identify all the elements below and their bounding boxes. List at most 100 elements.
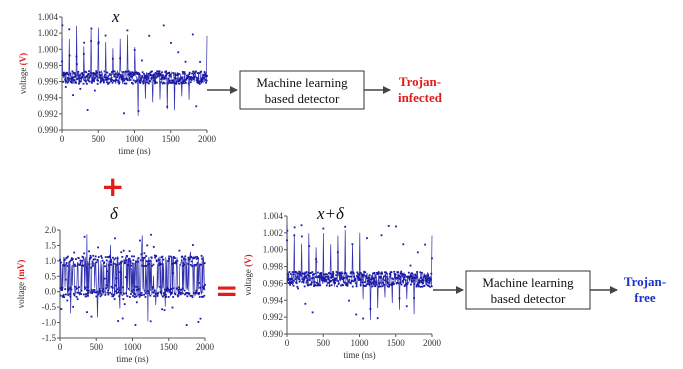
data-point bbox=[61, 24, 64, 27]
data-point bbox=[167, 296, 170, 298]
data-point bbox=[95, 70, 98, 73]
data-point bbox=[311, 271, 314, 273]
data-point bbox=[288, 271, 291, 273]
x-tick-label: 1000 bbox=[351, 338, 370, 348]
data-point bbox=[162, 81, 165, 84]
data-point bbox=[158, 70, 161, 73]
data-point bbox=[64, 72, 67, 75]
data-point bbox=[108, 81, 111, 84]
data-point bbox=[380, 234, 383, 237]
data-point bbox=[62, 294, 65, 297]
data-point bbox=[110, 263, 113, 266]
y-axis-label: voltage (V) bbox=[18, 53, 28, 94]
detector-box-bottom bbox=[465, 270, 591, 310]
data-point bbox=[157, 291, 160, 294]
data-point bbox=[134, 293, 136, 296]
data-point bbox=[148, 34, 151, 37]
data-point bbox=[148, 292, 150, 295]
data-point bbox=[198, 282, 201, 284]
y-tick-label: 1.0 bbox=[45, 256, 57, 266]
data-point bbox=[188, 73, 191, 76]
data-point bbox=[162, 295, 165, 298]
data-point bbox=[109, 261, 112, 264]
data-point bbox=[398, 275, 401, 278]
data-point bbox=[297, 287, 299, 290]
data-point bbox=[122, 71, 125, 73]
data-point bbox=[388, 285, 390, 288]
data-point bbox=[160, 256, 163, 259]
data-point bbox=[178, 82, 181, 85]
data-point bbox=[289, 277, 292, 280]
data-point bbox=[172, 256, 175, 258]
data-point bbox=[62, 80, 65, 83]
data-point bbox=[161, 308, 163, 311]
data-point bbox=[96, 83, 99, 85]
data-point bbox=[416, 271, 419, 273]
data-point bbox=[179, 293, 182, 296]
data-point bbox=[402, 243, 405, 246]
data-point bbox=[349, 281, 352, 284]
data-point bbox=[425, 283, 428, 286]
data-point bbox=[332, 271, 334, 273]
plus-sign: + bbox=[101, 170, 124, 203]
data-point bbox=[123, 303, 126, 306]
data-point bbox=[141, 59, 143, 62]
data-point bbox=[292, 284, 295, 287]
y-tick-label: 0.0 bbox=[45, 287, 57, 297]
x-tick-label: 500 bbox=[92, 134, 106, 144]
data-point bbox=[93, 72, 96, 75]
data-point bbox=[82, 293, 85, 296]
data-point bbox=[202, 287, 205, 290]
data-point bbox=[316, 284, 319, 287]
data-point bbox=[152, 263, 155, 266]
data-point bbox=[320, 272, 323, 274]
data-point bbox=[76, 298, 79, 301]
data-point bbox=[143, 293, 145, 296]
data-point bbox=[126, 295, 129, 298]
equals-sign: = bbox=[215, 274, 238, 307]
data-point bbox=[84, 80, 87, 83]
data-point bbox=[184, 60, 187, 63]
y-axis-label: voltage (V) bbox=[243, 254, 253, 295]
data-point bbox=[61, 289, 63, 291]
data-point bbox=[95, 295, 98, 298]
data-point bbox=[365, 283, 368, 286]
data-point bbox=[154, 82, 156, 85]
data-point bbox=[371, 285, 374, 288]
data-point bbox=[186, 292, 189, 294]
data-point bbox=[115, 290, 117, 293]
y-tick-label: 1.004 bbox=[38, 12, 59, 22]
data-point bbox=[196, 292, 199, 295]
y-tick-label: 0.990 bbox=[263, 329, 284, 339]
data-point bbox=[350, 275, 353, 278]
data-point bbox=[382, 275, 385, 278]
data-point bbox=[124, 276, 127, 279]
x-tick-label: 1500 bbox=[160, 342, 179, 352]
data-point bbox=[196, 255, 198, 258]
data-point bbox=[379, 272, 382, 275]
data-point bbox=[332, 281, 335, 284]
data-point bbox=[60, 261, 62, 264]
data-point bbox=[196, 77, 198, 79]
data-point bbox=[139, 81, 142, 84]
data-point bbox=[333, 277, 336, 280]
data-point bbox=[108, 255, 111, 258]
data-point bbox=[415, 284, 418, 287]
x-tick-label: 1500 bbox=[387, 338, 406, 348]
data-point bbox=[161, 71, 163, 74]
data-point bbox=[128, 74, 131, 77]
data-point bbox=[329, 272, 332, 275]
data-point bbox=[316, 271, 319, 274]
data-point bbox=[155, 81, 158, 84]
data-point bbox=[131, 71, 134, 74]
data-point bbox=[79, 87, 82, 90]
data-point bbox=[69, 286, 72, 289]
data-point bbox=[84, 70, 87, 73]
y-tick-label: 0.998 bbox=[38, 60, 59, 70]
data-point bbox=[130, 264, 133, 267]
data-point bbox=[65, 262, 68, 264]
data-point bbox=[354, 279, 357, 282]
data-point bbox=[326, 273, 329, 276]
data-point bbox=[189, 295, 192, 297]
data-point bbox=[168, 71, 170, 74]
